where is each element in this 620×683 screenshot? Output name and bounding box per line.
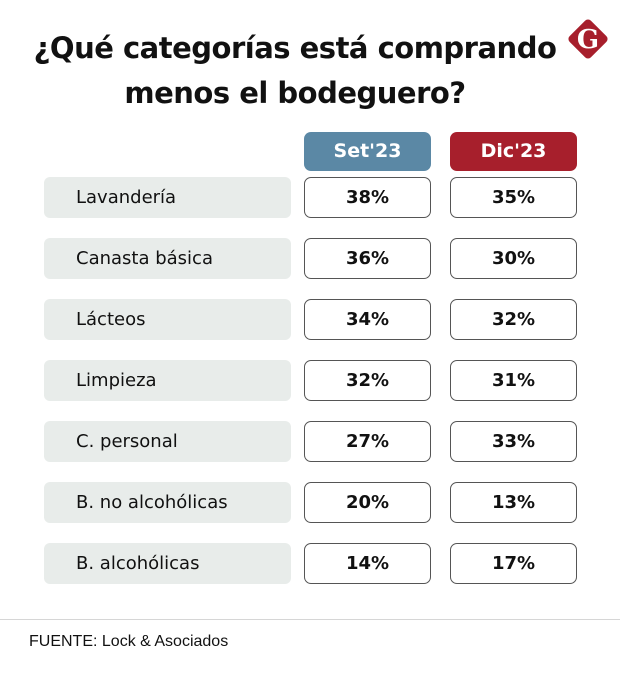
category-label: Lácteos (44, 299, 291, 340)
table-row: Canasta básica 36% 30% (0, 238, 620, 279)
value-set23: 14% (304, 543, 431, 584)
category-label: Lavandería (44, 177, 291, 218)
column-header-set23: Set'23 (304, 132, 431, 171)
value-set23: 20% (304, 482, 431, 523)
table-row: B. alcohólicas 14% 17% (0, 543, 620, 584)
source-note: FUENTE: Lock & Asociados (29, 633, 229, 650)
table-row: Lavandería 38% 35% (0, 177, 620, 218)
value-set23: 36% (304, 238, 431, 279)
value-dic23: 31% (450, 360, 577, 401)
value-dic23: 13% (450, 482, 577, 523)
value-set23: 38% (304, 177, 431, 218)
divider (0, 619, 620, 620)
category-label: B. alcohólicas (44, 543, 291, 584)
table-row: B. no alcohólicas 20% 13% (0, 482, 620, 523)
value-dic23: 32% (450, 299, 577, 340)
value-set23: 32% (304, 360, 431, 401)
title-line-1: ¿Qué categorías está comprando (33, 31, 557, 65)
value-dic23: 35% (450, 177, 577, 218)
value-set23: 27% (304, 421, 431, 462)
category-label: Limpieza (44, 360, 291, 401)
brand-logo-icon: G (568, 19, 608, 59)
category-label: Canasta básica (44, 238, 291, 279)
table-row: Limpieza 32% 31% (0, 360, 620, 401)
category-label: B. no alcohólicas (44, 482, 291, 523)
svg-text:G: G (577, 25, 599, 55)
title-line-2: menos el bodeguero? (124, 76, 466, 110)
value-dic23: 17% (450, 543, 577, 584)
value-dic23: 33% (450, 421, 577, 462)
category-label: C. personal (44, 421, 291, 462)
value-dic23: 30% (450, 238, 577, 279)
table-row: C. personal 27% 33% (0, 421, 620, 462)
value-set23: 34% (304, 299, 431, 340)
table-row: Lácteos 34% 32% (0, 299, 620, 340)
column-header-dic23: Dic'23 (450, 132, 577, 171)
